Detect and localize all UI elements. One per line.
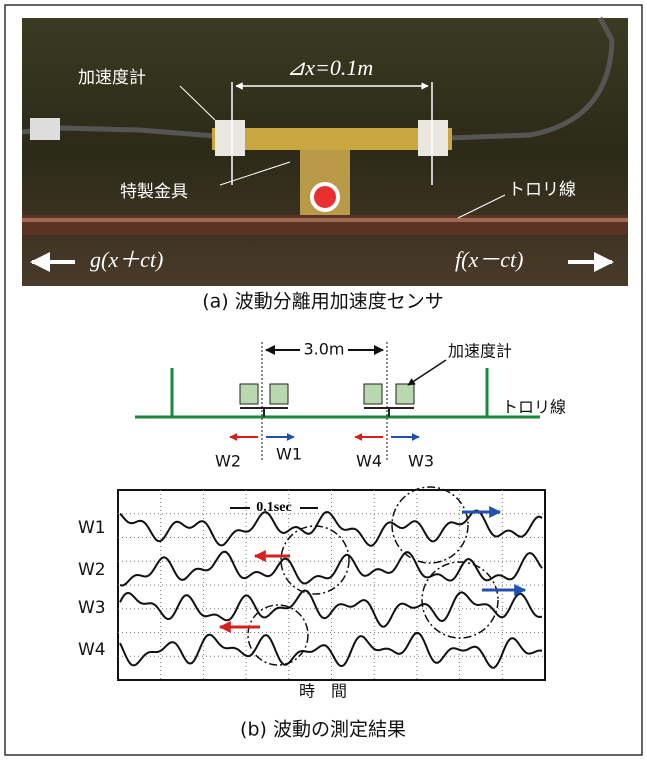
distance: 3.0m (303, 340, 344, 359)
leader (407, 359, 447, 386)
sensor-label: 加速度計 (448, 342, 512, 361)
w3: W3 (408, 452, 434, 471)
backward-wave: g(x＋ct) (90, 247, 163, 272)
sensor (239, 383, 259, 405)
scope-frame (117, 489, 546, 681)
trace-label: W2 (78, 560, 106, 580)
leader (179, 85, 216, 121)
wire-label: トロリ線 (502, 398, 566, 417)
dash-circle (247, 604, 309, 666)
marker (310, 182, 340, 212)
w2: W2 (215, 452, 241, 471)
dash-circle (421, 561, 499, 639)
cable-right (449, 16, 615, 141)
trace-label: W1 (78, 518, 106, 538)
trace-label: W3 (78, 598, 106, 618)
sensor-bar (212, 128, 452, 150)
leader (457, 194, 506, 219)
forward-wave: f(x－ct) (455, 247, 523, 272)
sensor-block (215, 120, 245, 156)
sensor (269, 383, 289, 405)
sensor (395, 383, 415, 405)
w4: W4 (356, 452, 382, 471)
dash-circle (280, 525, 350, 595)
clip (30, 118, 60, 140)
x-label: 時 間 (299, 682, 347, 701)
trace (119, 589, 543, 628)
sensor (363, 383, 383, 405)
leader (219, 161, 291, 186)
trace (119, 550, 543, 587)
wire-highlight (22, 218, 628, 222)
caption-b: (b) 波動の測定結果 (240, 719, 406, 741)
sensor-block (418, 120, 448, 156)
trace (119, 631, 543, 669)
spacing: ⊿x=0.1m (287, 55, 373, 80)
bracket-label: 特製金具 (120, 182, 188, 202)
schematic: 3.0m 加速度計 トロリ線 W2 W1 W4 W3 (135, 340, 566, 471)
dash-circle (391, 486, 469, 564)
trace (119, 509, 543, 547)
scope: 0.1sec (117, 486, 546, 681)
sensor-label: 加速度計 (78, 68, 146, 88)
trace-label: W4 (78, 640, 106, 660)
mounts (240, 407, 414, 417)
photo: ⊿x=0.1m 加速度計 特製金具 トロリ線 g(x＋ct) f(x－ct) (21, 16, 628, 286)
w1: W1 (276, 445, 302, 464)
wire-label: トロリ線 (508, 180, 576, 200)
caption-a: (a) 波動分離用加速度センサ (202, 291, 444, 313)
